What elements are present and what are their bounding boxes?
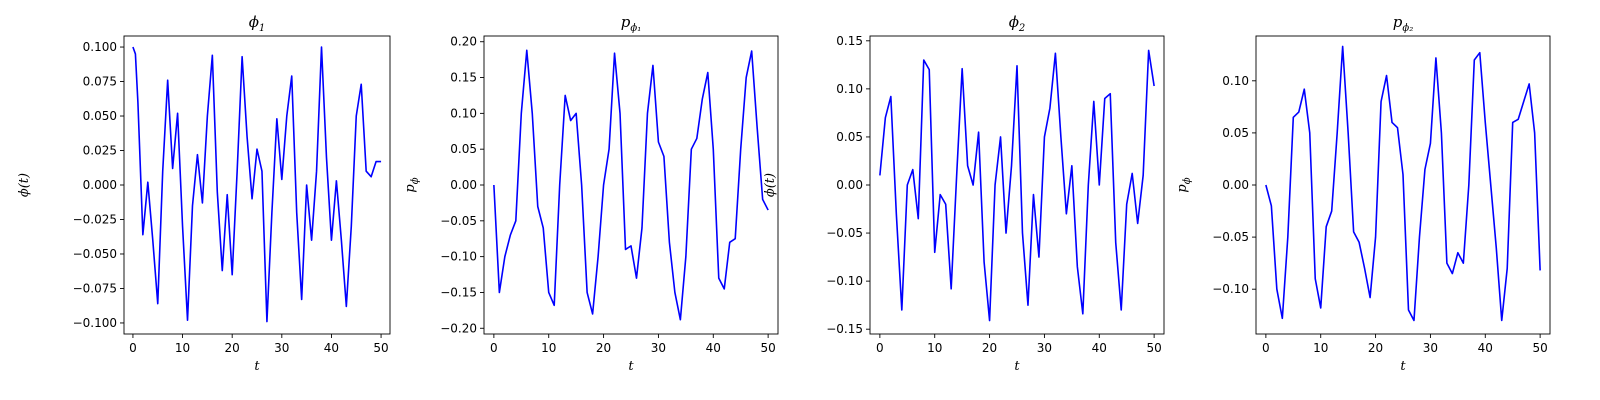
subplot-2: 0 10 20 30 40 50 −0.20 −0.15 −0.10 −0.05 0.00 0.05 0… xyxy=(403,13,779,374)
x-tick-label: 10 xyxy=(175,341,190,355)
x-tick-label: 50 xyxy=(1532,341,1547,355)
subplot-grid: 0 10 20 30 40 50−0.100−0.075−0.050−0.0250.000… xyxy=(17,13,1551,374)
x-tick-label: 0 xyxy=(129,341,137,355)
x-tick-label: 50 xyxy=(1146,341,1161,355)
x-axis-label: t xyxy=(628,359,634,374)
y-tick-label: 0.15 xyxy=(450,71,477,85)
x-tick-label: 30 xyxy=(1037,341,1052,355)
y-tick-label: 0.10 xyxy=(1222,74,1249,88)
y-tick-label: −0.075 xyxy=(73,281,117,295)
y-tick-label: 0.05 xyxy=(450,142,477,156)
y-axis-label: ϕ(t) xyxy=(763,173,778,197)
x-tick-label: 10 xyxy=(541,341,556,355)
y-tick-label: 0.075 xyxy=(83,75,117,89)
x-tick-label: 20 xyxy=(596,341,611,355)
y-tick-label: −0.100 xyxy=(73,316,117,330)
y-axis-label: ϕ(t) xyxy=(17,173,32,197)
x-tick-label: 40 xyxy=(1478,341,1493,355)
y-tick-label: 0.025 xyxy=(83,144,117,158)
x-tick-label: 50 xyxy=(373,341,388,355)
x-tick-label: 40 xyxy=(706,341,721,355)
x-tick-label: 0 xyxy=(876,341,884,355)
y-tick-label: 0.20 xyxy=(450,35,477,49)
y-tick-label: −0.050 xyxy=(73,247,117,261)
x-tick-label: 20 xyxy=(982,341,997,355)
x-axis-label: t xyxy=(1014,359,1020,374)
series-line xyxy=(132,46,382,323)
x-tick-label: 0 xyxy=(1262,341,1270,355)
y-tick-label: 0.00 xyxy=(1222,178,1249,192)
x-tick-label: 30 xyxy=(651,341,666,355)
y-tick-label: −0.05 xyxy=(440,214,477,228)
series-line xyxy=(1265,45,1541,322)
y-tick-label: −0.10 xyxy=(826,274,863,288)
x-tick-label: 50 xyxy=(760,341,775,355)
x-tick-label: 30 xyxy=(274,341,289,355)
x-axis-label: t xyxy=(1400,359,1406,374)
x-tick-label: 40 xyxy=(1092,341,1107,355)
y-tick-label: 0.00 xyxy=(836,178,863,192)
y-tick-label: 0.050 xyxy=(83,109,117,123)
y-tick-label: −0.10 xyxy=(440,250,477,264)
x-tick-label: 40 xyxy=(324,341,339,355)
y-tick-label: 0.000 xyxy=(83,178,117,192)
y-tick-label: −0.025 xyxy=(73,212,117,226)
y-tick-label: 0.10 xyxy=(450,106,477,120)
series-line xyxy=(493,49,769,321)
y-tick-label: −0.05 xyxy=(1212,230,1249,244)
series-line xyxy=(879,49,1155,322)
y-tick-label: 0.05 xyxy=(1222,126,1249,140)
x-tick-label: 10 xyxy=(927,341,942,355)
x-tick-label: 10 xyxy=(1313,341,1328,355)
y-tick-label: −0.15 xyxy=(440,285,477,299)
y-tick-label: 0.00 xyxy=(450,178,477,192)
subplot-3: 0 10 20 30 40 50 −0.15 −0.10 −0.05 0.00 0.05 0.10 0.… xyxy=(763,13,1165,374)
x-axis-label: t xyxy=(254,359,260,374)
subplot-1: 0 10 20 30 40 50 −0.100 −0.075 −0.050 −0.025 0.000… xyxy=(17,13,391,374)
y-tick-label: −0.10 xyxy=(1212,282,1249,296)
y-tick-label: 0.15 xyxy=(836,34,863,48)
x-tick-label: 30 xyxy=(1423,341,1438,355)
y-tick-label: 0.10 xyxy=(836,82,863,96)
y-tick-label: −0.05 xyxy=(826,226,863,240)
x-tick-label: 20 xyxy=(225,341,240,355)
y-tick-label: 0.100 xyxy=(83,40,117,54)
y-tick-label: 0.05 xyxy=(836,130,863,144)
x-tick-label: 20 xyxy=(1368,341,1383,355)
x-tick-label: 0 xyxy=(490,341,498,355)
y-tick-label: −0.20 xyxy=(440,321,477,335)
y-tick-label: −0.15 xyxy=(826,322,863,336)
